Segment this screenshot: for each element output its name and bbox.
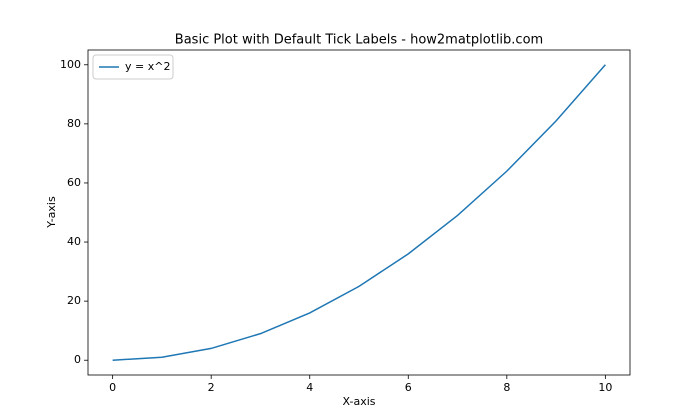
y-tick-label: 100 xyxy=(60,58,81,71)
line xyxy=(112,64,606,361)
plot-frame xyxy=(87,49,631,376)
y-tick-label: 0 xyxy=(74,353,81,366)
x-tick-label: 2 xyxy=(208,381,215,394)
y-axis-label: Y-axis xyxy=(45,196,58,229)
legend-box xyxy=(92,54,174,80)
chart-title: Basic Plot with Default Tick Labels - ho… xyxy=(175,33,543,48)
x-tick-label: 8 xyxy=(503,381,510,394)
x-tick-label: 4 xyxy=(306,381,313,394)
x-tick-label: 0 xyxy=(109,381,116,394)
x-tick-label: 6 xyxy=(405,381,412,394)
legend-label: y = x^2 xyxy=(125,60,170,73)
y-tick-label: 80 xyxy=(67,117,81,130)
y-tick-label: 60 xyxy=(67,176,81,189)
x-axis-label: X-axis xyxy=(343,395,376,408)
x-tick-label: 10 xyxy=(598,381,612,394)
y-tick-label: 20 xyxy=(67,294,81,307)
y-tick-label: 40 xyxy=(67,235,81,248)
